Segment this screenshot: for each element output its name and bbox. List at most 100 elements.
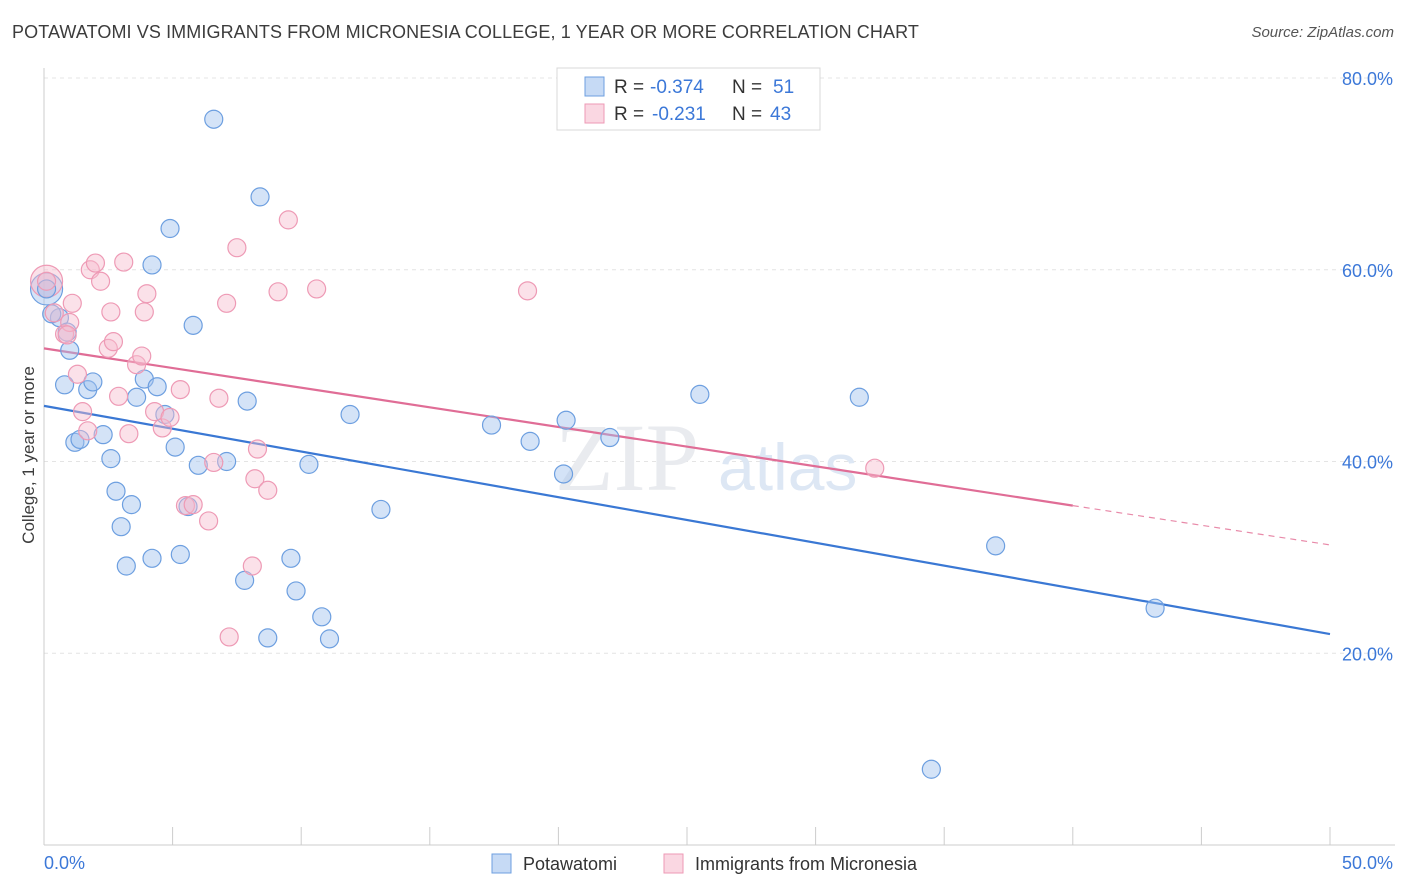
point-micronesia [307, 279, 327, 299]
point-micronesia [90, 271, 111, 291]
point-micronesia [137, 284, 157, 304]
point-potawatomi [111, 517, 131, 537]
trend-line-extension-1 [1072, 505, 1331, 546]
point-micronesia [278, 210, 298, 230]
y-axis-label: College, 1 year or more [19, 366, 38, 544]
stats-r-value-1: -0.231 [652, 104, 706, 125]
point-micronesia [60, 312, 80, 333]
point-potawatomi [481, 415, 502, 435]
point-potawatomi [250, 187, 270, 207]
point-potawatomi [165, 437, 185, 457]
point-micronesia [242, 556, 262, 576]
point-micronesia [219, 627, 239, 647]
point-micronesia [67, 364, 88, 384]
point-micronesia [517, 281, 538, 301]
point-potawatomi [986, 536, 1006, 556]
point-potawatomi [299, 454, 319, 474]
point-micronesia [85, 253, 106, 273]
point-potawatomi [160, 218, 180, 239]
point-micronesia [175, 496, 196, 516]
point-micronesia [183, 495, 203, 515]
point-potawatomi [319, 629, 340, 649]
point-micronesia [72, 402, 93, 422]
point-micronesia [245, 469, 265, 489]
point-potawatomi [188, 455, 208, 475]
point-potawatomi [121, 495, 142, 515]
legend-label-potawatomi: Potawatomi [523, 854, 617, 874]
point-potawatomi [281, 548, 301, 568]
y-tick-label: 60.0% [1342, 261, 1393, 281]
point-micronesia [258, 480, 278, 500]
stats-r-value-0: -0.374 [650, 77, 704, 98]
point-potawatomi [126, 387, 147, 407]
y-tick-label: 40.0% [1342, 453, 1393, 473]
chart-title: POTAWATOMI VS IMMIGRANTS FROM MICRONESIA… [12, 22, 919, 42]
point-micronesia [160, 407, 180, 427]
point-potawatomi [258, 628, 278, 648]
point-potawatomi [690, 384, 710, 404]
bubble-point [29, 272, 64, 306]
point-potawatomi [1145, 598, 1165, 618]
stats-r-label-1: R = [614, 104, 644, 125]
point-potawatomi [371, 499, 391, 520]
tick-labels: 20.0% 40.0% 60.0% 80.0% 0.0% 50.0% [44, 69, 1393, 873]
point-micronesia [36, 271, 57, 291]
point-micronesia [199, 511, 219, 531]
point-potawatomi [553, 464, 574, 484]
point-micronesia [62, 293, 82, 313]
point-potawatomi [101, 449, 121, 469]
point-micronesia [103, 332, 124, 352]
x-tick-label: 0.0% [44, 853, 85, 873]
point-micronesia [57, 325, 77, 345]
stats-n-value-0: 51 [773, 77, 794, 98]
point-micronesia [209, 388, 229, 408]
y-tick-label: 80.0% [1342, 69, 1393, 89]
stats-swatch-pink [584, 103, 605, 124]
point-potawatomi [142, 255, 162, 275]
point-potawatomi [600, 427, 620, 448]
point-micronesia [134, 302, 154, 322]
point-potawatomi [147, 377, 167, 397]
trend-line-1 [43, 347, 1073, 507]
source-credit: Source: ZipAtlas.com [1251, 24, 1394, 41]
stats-r-label-0: R = [614, 77, 644, 98]
point-potawatomi [204, 109, 224, 129]
point-potawatomi [93, 425, 113, 445]
legend-swatch-micronesia [663, 853, 684, 874]
bubble-point [29, 264, 64, 298]
point-micronesia [247, 439, 268, 459]
point-potawatomi [83, 372, 103, 392]
point-potawatomi [106, 481, 126, 501]
point-potawatomi [520, 431, 540, 451]
point-micronesia [204, 452, 224, 473]
point-micronesia [152, 418, 172, 438]
stats-n-label-0: N = [732, 77, 762, 98]
point-potawatomi [237, 391, 257, 411]
point-potawatomi [54, 375, 75, 395]
trend-line-0 [43, 404, 1331, 636]
point-micronesia [217, 293, 237, 313]
stats-swatch-blue [584, 76, 605, 97]
point-potawatomi [849, 387, 869, 407]
point-micronesia [170, 379, 190, 400]
point-potawatomi [65, 432, 85, 452]
stats-n-label-1: N = [732, 104, 762, 125]
stats-legend: R = -0.374 N = 51 R = -0.231 N = 43 [556, 67, 821, 131]
point-potawatomi [142, 548, 162, 568]
point-potawatomi [340, 404, 360, 425]
point-potawatomi [36, 279, 57, 299]
series-legend: Potawatomi Immigrants from Micronesia [491, 853, 918, 874]
point-micronesia [114, 252, 134, 272]
point-potawatomi [921, 759, 941, 779]
watermark: ZIP atlas [555, 404, 857, 511]
point-micronesia [132, 346, 152, 366]
point-micronesia [101, 302, 121, 322]
point-micronesia [78, 421, 98, 441]
point-micronesia [227, 238, 247, 258]
data-points [29, 109, 1165, 779]
point-micronesia [119, 424, 139, 444]
legend-label-micronesia: Immigrants from Micronesia [695, 854, 918, 874]
point-potawatomi [116, 556, 136, 576]
point-micronesia [44, 303, 64, 323]
